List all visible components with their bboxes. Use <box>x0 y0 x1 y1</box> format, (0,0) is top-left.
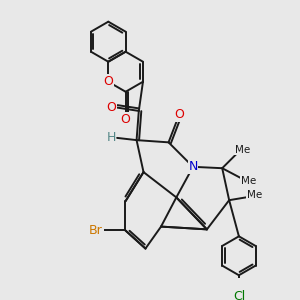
Text: O: O <box>103 75 113 88</box>
Text: N: N <box>188 160 198 173</box>
Text: Br: Br <box>89 224 103 237</box>
Text: Cl: Cl <box>233 290 245 300</box>
Text: O: O <box>121 113 130 126</box>
Text: O: O <box>106 101 116 114</box>
Text: Me: Me <box>235 145 250 154</box>
Text: Me: Me <box>247 190 262 200</box>
Text: O: O <box>174 108 184 121</box>
Text: H: H <box>106 131 116 144</box>
Text: Me: Me <box>241 176 256 186</box>
